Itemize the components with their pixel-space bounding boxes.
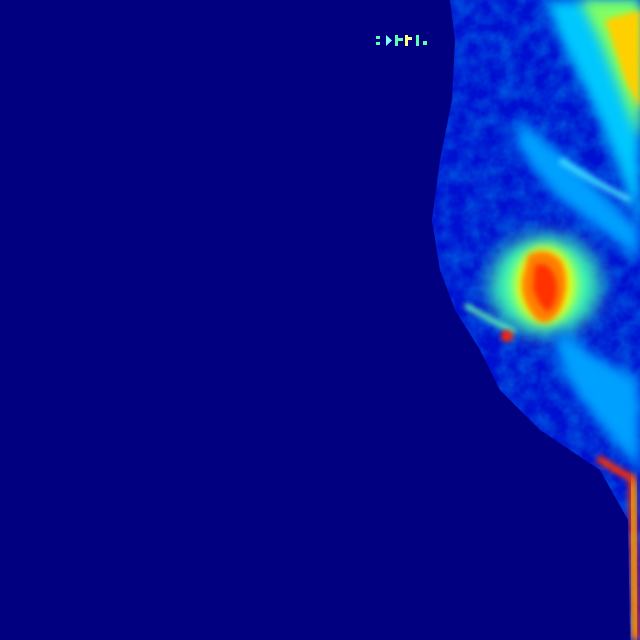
inframammary-fold xyxy=(595,455,640,640)
breast-tissue xyxy=(432,0,640,640)
orientation-marker-icon xyxy=(376,35,427,46)
